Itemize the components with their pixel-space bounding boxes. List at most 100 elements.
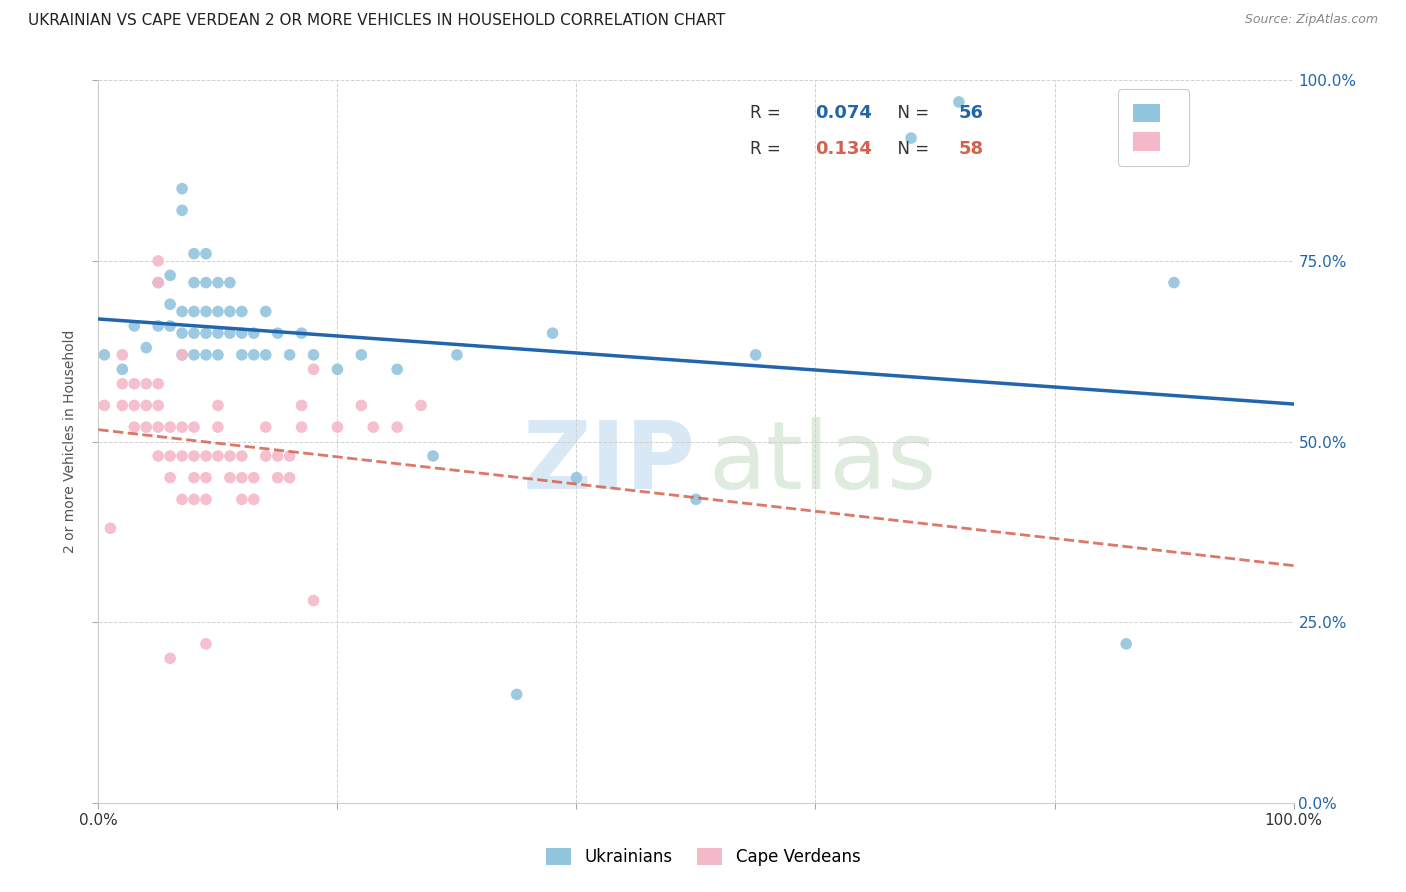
Point bbox=[948, 95, 970, 109]
Point bbox=[183, 276, 205, 290]
Point bbox=[172, 182, 194, 196]
Point bbox=[231, 492, 253, 507]
Text: R =: R = bbox=[749, 103, 786, 122]
Point bbox=[385, 420, 409, 434]
Point bbox=[183, 246, 205, 260]
Point bbox=[243, 470, 266, 484]
Point bbox=[148, 276, 170, 290]
Point bbox=[148, 420, 170, 434]
Point bbox=[243, 326, 266, 340]
Point bbox=[183, 420, 205, 434]
Point bbox=[124, 420, 146, 434]
Point bbox=[231, 449, 253, 463]
Point bbox=[350, 348, 373, 362]
Point bbox=[302, 593, 325, 607]
Point bbox=[135, 341, 157, 355]
Point bbox=[111, 398, 134, 412]
Point bbox=[685, 492, 707, 507]
Point bbox=[172, 492, 194, 507]
Text: atlas: atlas bbox=[709, 417, 936, 509]
Point bbox=[207, 420, 229, 434]
Legend: , : , bbox=[1118, 89, 1189, 166]
Point bbox=[195, 304, 218, 318]
Point bbox=[159, 420, 181, 434]
Text: 58: 58 bbox=[959, 140, 984, 158]
Point bbox=[195, 637, 218, 651]
Point bbox=[195, 326, 218, 340]
Point bbox=[422, 449, 444, 463]
Text: R =: R = bbox=[749, 140, 786, 158]
Point bbox=[254, 304, 277, 318]
Point bbox=[195, 492, 218, 507]
Point bbox=[254, 348, 277, 362]
Point bbox=[207, 348, 229, 362]
Point bbox=[148, 276, 170, 290]
Point bbox=[219, 449, 242, 463]
Point bbox=[900, 131, 922, 145]
Point bbox=[207, 326, 229, 340]
Point bbox=[148, 253, 170, 268]
Point bbox=[172, 203, 194, 218]
Point bbox=[267, 449, 290, 463]
Point bbox=[231, 348, 253, 362]
Point bbox=[1163, 276, 1185, 290]
Point bbox=[219, 326, 242, 340]
Point bbox=[363, 420, 385, 434]
Point bbox=[159, 297, 181, 311]
Point bbox=[195, 348, 218, 362]
Point bbox=[172, 348, 194, 362]
Point bbox=[124, 398, 146, 412]
Point bbox=[267, 470, 290, 484]
Point bbox=[195, 246, 218, 260]
Point bbox=[291, 420, 314, 434]
Point bbox=[291, 398, 314, 412]
Point bbox=[172, 326, 194, 340]
Point bbox=[148, 376, 170, 391]
Point bbox=[231, 304, 253, 318]
Point bbox=[326, 420, 349, 434]
Y-axis label: 2 or more Vehicles in Household: 2 or more Vehicles in Household bbox=[63, 330, 77, 553]
Point bbox=[159, 449, 181, 463]
Text: N =: N = bbox=[887, 103, 935, 122]
Point bbox=[541, 326, 564, 340]
Point bbox=[159, 470, 181, 484]
Text: 0.134: 0.134 bbox=[815, 140, 872, 158]
Point bbox=[159, 651, 181, 665]
Point bbox=[135, 398, 157, 412]
Point bbox=[172, 420, 194, 434]
Point bbox=[243, 492, 266, 507]
Point bbox=[219, 276, 242, 290]
Point bbox=[745, 348, 768, 362]
Point bbox=[148, 449, 170, 463]
Point bbox=[254, 420, 277, 434]
Point bbox=[254, 449, 277, 463]
Text: 56: 56 bbox=[959, 103, 984, 122]
Point bbox=[195, 470, 218, 484]
Point bbox=[506, 687, 529, 701]
Point bbox=[93, 348, 115, 362]
Point bbox=[1115, 637, 1137, 651]
Point bbox=[219, 470, 242, 484]
Point bbox=[135, 376, 157, 391]
Point bbox=[148, 318, 170, 333]
Point bbox=[278, 449, 301, 463]
Point bbox=[183, 470, 205, 484]
Point bbox=[411, 398, 433, 412]
Point bbox=[135, 420, 157, 434]
Point bbox=[267, 326, 290, 340]
Point bbox=[207, 398, 229, 412]
Point bbox=[111, 348, 134, 362]
Point bbox=[148, 398, 170, 412]
Point bbox=[183, 326, 205, 340]
Point bbox=[195, 449, 218, 463]
Point bbox=[446, 348, 468, 362]
Point bbox=[159, 268, 181, 283]
Point bbox=[219, 304, 242, 318]
Point bbox=[98, 521, 122, 535]
Point bbox=[243, 348, 266, 362]
Point bbox=[278, 348, 301, 362]
Point bbox=[159, 318, 181, 333]
Text: 0.074: 0.074 bbox=[815, 103, 872, 122]
Point bbox=[207, 304, 229, 318]
Point bbox=[231, 470, 253, 484]
